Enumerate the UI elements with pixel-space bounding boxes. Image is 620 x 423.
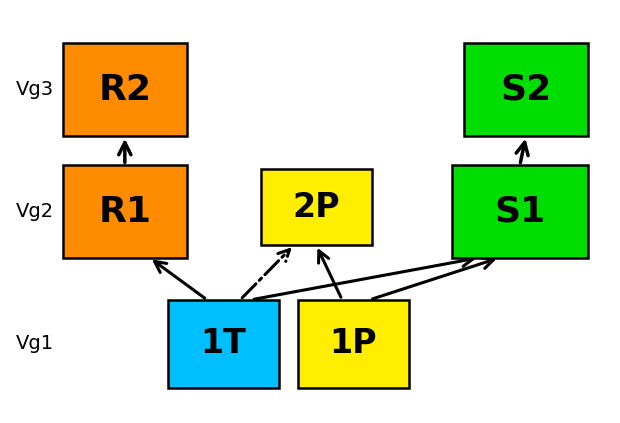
Text: S2: S2 xyxy=(500,73,552,107)
Text: 1T: 1T xyxy=(201,327,247,360)
FancyBboxPatch shape xyxy=(63,44,187,136)
Text: R1: R1 xyxy=(99,195,151,228)
FancyBboxPatch shape xyxy=(260,170,372,245)
Text: 2P: 2P xyxy=(293,191,340,224)
Text: Vg2: Vg2 xyxy=(16,202,55,221)
FancyBboxPatch shape xyxy=(168,300,279,388)
FancyBboxPatch shape xyxy=(452,165,588,258)
FancyBboxPatch shape xyxy=(63,165,187,258)
Text: Vg1: Vg1 xyxy=(16,334,55,353)
FancyBboxPatch shape xyxy=(298,300,409,388)
Text: R2: R2 xyxy=(99,73,151,107)
Text: 1P: 1P xyxy=(329,327,377,360)
FancyBboxPatch shape xyxy=(464,44,588,136)
Text: Vg3: Vg3 xyxy=(16,80,55,99)
Text: S1: S1 xyxy=(494,195,546,228)
